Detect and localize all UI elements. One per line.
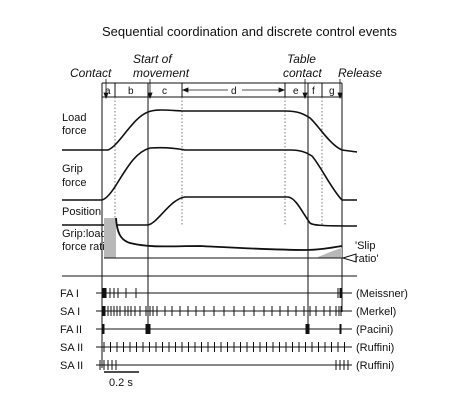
afferent-receptor-ruffini-b: (Ruffini) — [356, 360, 394, 372]
event-label-table-2: contact — [283, 66, 322, 80]
spike-train-fa2 — [101, 324, 342, 334]
afferent-receptor-pacini: (Pacini) — [356, 324, 393, 336]
position-trace — [62, 196, 358, 227]
ratio-trace — [115, 217, 343, 251]
spike-train-sa1 — [101, 306, 342, 316]
afferent-type-sa2-b: SA II — [60, 360, 83, 372]
phase-label-b: b — [128, 86, 134, 97]
load-force-trace — [62, 109, 358, 153]
spike-train-sa2-a — [103, 342, 345, 352]
event-label-start-1: Start of — [133, 52, 173, 66]
event-label-table-1: Table — [287, 52, 316, 66]
afferent-receptor-merkel: (Merkel) — [356, 306, 396, 318]
figure-title: Sequential coordination and discrete con… — [102, 24, 397, 39]
trace-label-ratio-2: force ratio — [62, 241, 111, 253]
afferent-type-sa2-a: SA II — [60, 342, 83, 354]
afferent-type-fa1: FA I — [60, 288, 79, 300]
event-arrows — [103, 79, 343, 100]
event-label-contact: Contact — [70, 66, 112, 80]
spike-train-sa2-b — [99, 360, 349, 370]
phase-boundaries — [114, 97, 323, 225]
event-label-release: Release — [338, 66, 382, 80]
grip-force-trace — [62, 146, 357, 201]
trace-label-load-1: Load — [62, 112, 86, 124]
slip-ratio-shading-end — [318, 248, 342, 258]
trace-label-grip-1: Grip — [62, 163, 83, 175]
slip-ratio-marker — [341, 253, 357, 263]
phase-box — [101, 82, 343, 98]
spike-train-fa1 — [101, 288, 342, 298]
phase-label-e: e — [293, 86, 299, 97]
trace-label-position: Position — [62, 206, 101, 218]
afferent-receptor-ruffini-a: (Ruffini) — [356, 342, 394, 354]
slip-ratio-label-2: ratio' — [355, 253, 379, 265]
spike-baselines — [96, 292, 352, 366]
event-label-start-2: movement — [133, 66, 190, 80]
trace-label-load-2: force — [62, 125, 86, 137]
phase-label-c: c — [162, 86, 167, 97]
phase-d-arrows — [181, 87, 286, 93]
phase-label-f: f — [312, 86, 315, 97]
trace-label-ratio-1: Grip:load — [62, 228, 107, 240]
afferent-receptor-meissner: (Meissner) — [356, 288, 408, 300]
scale-bar-label: 0.2 s — [109, 377, 133, 389]
phase-label-d: d — [231, 86, 237, 97]
slip-ratio-label-1: 'Slip — [355, 240, 375, 252]
afferent-type-fa2: FA II — [60, 324, 82, 336]
phase-label-a: a — [105, 86, 111, 97]
trace-label-grip-2: force — [62, 177, 86, 189]
afferent-type-sa1: SA I — [60, 306, 80, 318]
phase-label-g: g — [329, 86, 335, 97]
slip-ratio-shading — [104, 218, 116, 258]
